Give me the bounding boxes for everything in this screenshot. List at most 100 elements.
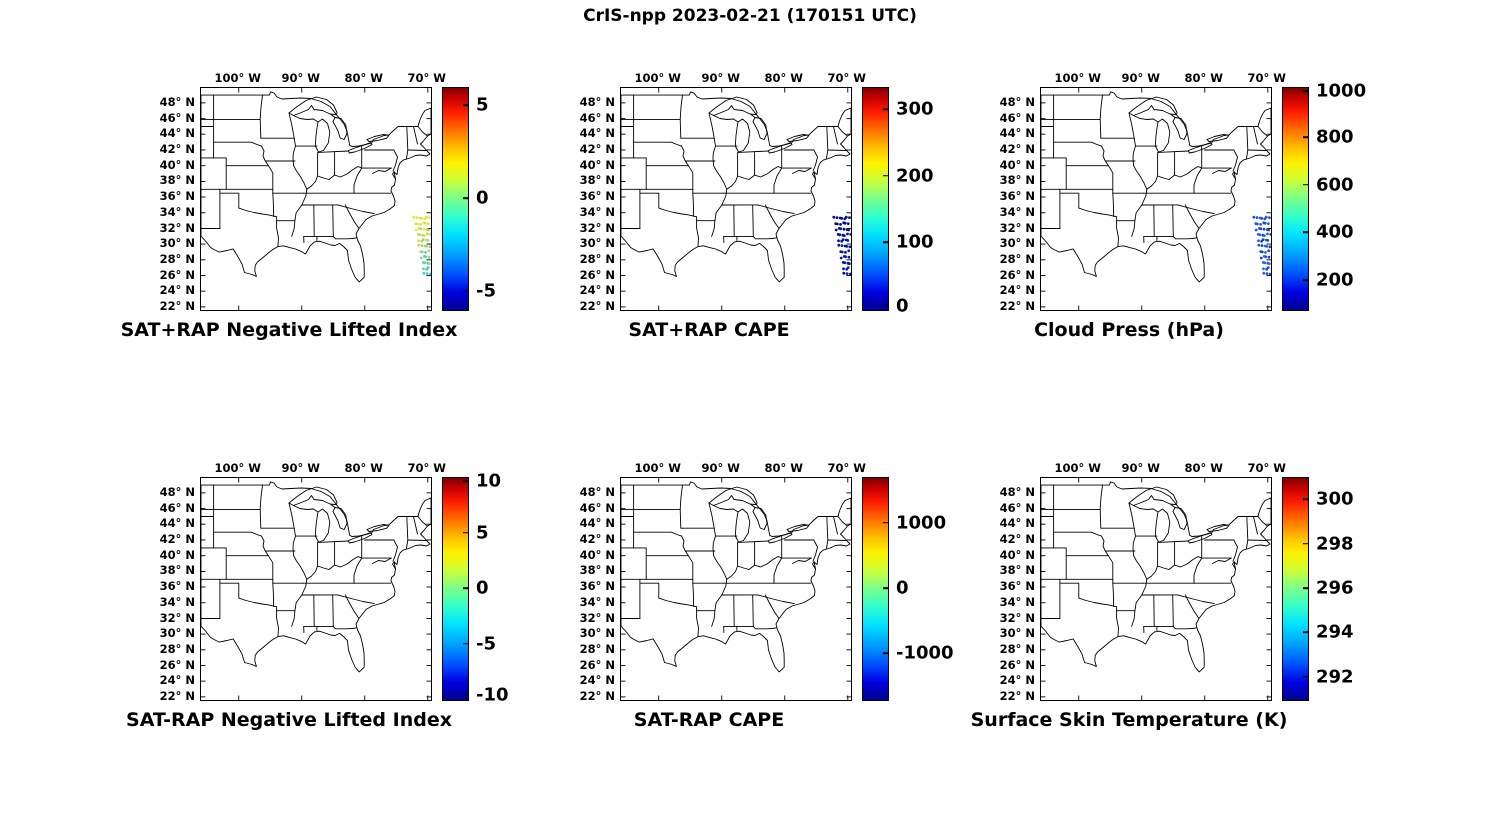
footprint-dot [848,216,851,220]
scatter-cluster [412,215,431,276]
map-plot [620,87,852,311]
colorbar-tick-label: 600 [1316,174,1354,196]
colorbar-gradient [1282,87,1309,311]
footprint-dot [840,244,844,248]
lat-tick-label: 36° N [999,189,1035,203]
map-plot [1040,87,1272,311]
lat-tick-label: 28° N [579,251,615,266]
lat-tick-label: 26° N [579,657,615,672]
lake-erie [348,532,373,544]
footprint-dot [420,217,424,220]
lon-tick-label: 70° W [827,71,866,85]
footprint-dot [423,261,427,265]
colorbar-tick-label: -5 [476,633,496,654]
footprint-dot [834,228,838,232]
lat-tick-label: 48° N [159,484,195,499]
lat-tick-label: 34° N [579,594,615,609]
axis-ticks [201,88,431,310]
footprint-dot [848,272,851,276]
lake-huron [332,117,348,140]
footprint-dot [843,261,847,265]
colorbar-tick-label: 5 [476,94,489,116]
colorbar-tick [883,108,888,110]
footprint-dot [832,215,836,219]
lat-tick-label: 46° N [999,110,1035,125]
footprint-dot [426,266,430,269]
footprint-dot [839,227,843,231]
lat-tick-label: 24° N [159,673,195,688]
footprint-dot [842,267,845,271]
colorbar-tick-label: -10 [476,684,509,706]
footprint-dot [1266,232,1269,236]
lat-tick-label: 42° N [579,141,615,156]
footprint-dot [1262,271,1266,275]
colorbar-tick [463,197,468,199]
axis-ticks [1041,478,1271,700]
lat-tick-label: 46° N [159,500,195,515]
footprint-dot [843,221,847,225]
lon-tick-label: 100° W [1054,71,1101,85]
scatter-cluster [1252,215,1271,276]
colorbar-tick-label: 0 [476,187,489,209]
lat-tick-label: 48° N [579,484,615,499]
colorbar: 300 200 100 0 [862,87,948,316]
latitude-axis: 48° N 46° N 44° N 42° N 40° N 38° N 36° N 34° N… [148,87,200,313]
footprint-dot [422,227,426,231]
us-outline [201,481,431,673]
lat-tick-label: 42° N [999,531,1035,546]
lake-superior [288,96,338,116]
lat-tick-label: 44° N [159,126,195,141]
footprint-dot [842,234,846,238]
lake-erie [1188,532,1213,544]
lat-tick-label: 42° N [579,531,615,546]
panel-caption: Cloud Press (hPa) [1034,319,1224,341]
colorbar-tick-label: 100 [896,231,934,253]
axis-ticks [1041,88,1271,310]
colorbar-tick-label: 296 [1316,577,1354,599]
lat-tick-label: 46° N [159,110,195,125]
panel-sat-minus-rap-lifted-index: 100° W 90° W 80° W 70° W 48° N 46° N 44° N 42°… [126,454,528,735]
footprint-dot [1269,233,1271,236]
lat-tick-label: 26° N [579,267,615,282]
lon-tick-label: 90° W [1121,71,1160,85]
colorbar-gradient [862,477,889,701]
footprint-dot [1255,222,1259,226]
colorbar-tick-label: 200 [896,165,934,187]
footprint-dot [1265,245,1269,248]
colorbar-tick [463,587,468,589]
footprint-dot [419,256,423,260]
footprint-dot [1260,217,1264,220]
footprint-dot [841,238,845,242]
colorbar-tick-label: 0 [896,577,909,599]
lake-ontario [366,524,390,532]
lat-tick-label: 40° N [579,157,615,172]
lake-erie [1188,142,1213,154]
axis-ticks [621,88,851,310]
colorbar-tick-label: -5 [476,280,496,302]
lat-tick-label: 30° N [999,236,1035,251]
footprint-dot [424,215,428,219]
lon-tick-label: 90° W [281,71,320,85]
colorbar-tick [883,241,888,244]
footprint-dot [427,262,431,265]
lon-tick-label: 90° W [701,461,740,475]
figure-title: CrIS-npp 2023-02-21 (170151 UTC) [583,6,917,26]
footprint-dot [845,272,849,275]
lat-tick-label: 32° N [159,610,195,625]
lat-tick-label: 42° N [159,141,195,156]
lat-tick-label: 38° N [579,173,615,188]
footprint-dot [844,215,848,219]
lon-tick-label: 90° W [1121,461,1160,475]
panel-sat-plus-rap-lifted-index: 100° W 90° W 80° W 70° W 48° N 46° N 44° N 42°… [120,64,528,345]
lat-tick-label: 44° N [579,126,615,141]
footprint-dot [1264,255,1268,259]
lake-huron [332,507,348,530]
footprint-dot [1268,216,1271,220]
footprint-dot [1262,227,1266,231]
footprint-dot [428,216,431,220]
lat-tick-label: 30° N [579,236,615,251]
lat-tick-label: 46° N [999,500,1035,515]
footprint-dot [839,256,843,260]
colorbar-tick [883,304,888,307]
panel-caption: SAT+RAP Negative Lifted Index [120,319,458,341]
